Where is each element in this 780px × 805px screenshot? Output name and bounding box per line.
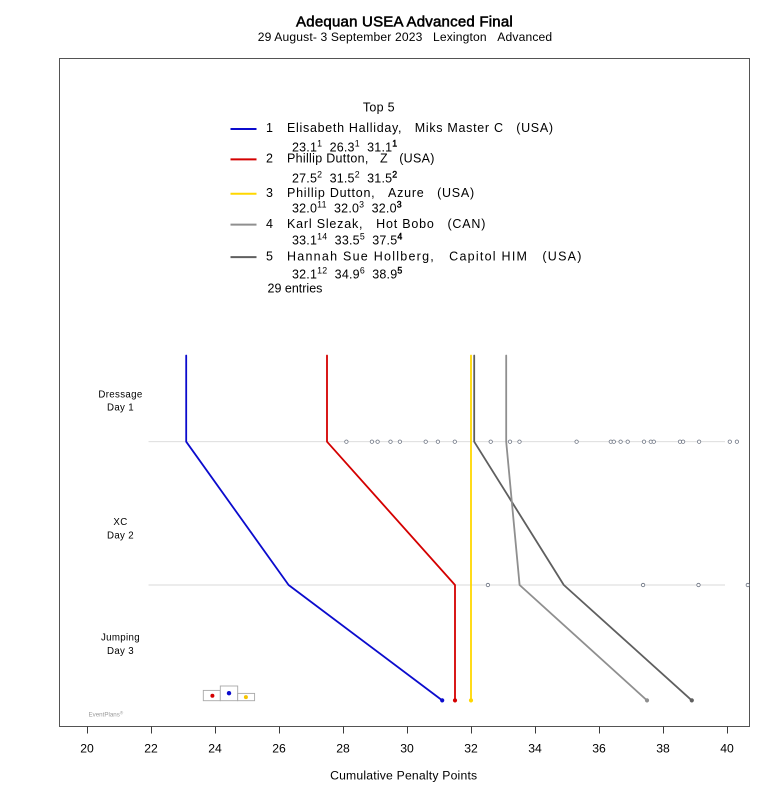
svg-text:Day 1: Day 1 bbox=[107, 402, 134, 413]
svg-text:XC: XC bbox=[113, 517, 127, 528]
svg-text:5: 5 bbox=[266, 249, 273, 263]
svg-text:30: 30 bbox=[400, 742, 414, 756]
svg-text:29 August- 3 September 2023: 29 August- 3 September 2023 Lexington Ad… bbox=[258, 30, 553, 44]
svg-text:Top 5: Top 5 bbox=[363, 100, 395, 114]
svg-text:Adequan USEA Advanced Final: Adequan USEA Advanced Final bbox=[296, 13, 513, 30]
svg-text:Jumping: Jumping bbox=[101, 632, 140, 643]
svg-text:20: 20 bbox=[80, 742, 94, 756]
svg-text:32.011 32.03 32.03: 32.011 32.03 32.03 bbox=[292, 200, 402, 216]
svg-text:28: 28 bbox=[336, 742, 350, 756]
svg-text:Elisabeth Halliday, Miks Mas: Elisabeth Halliday, Miks Master C (USA) bbox=[287, 121, 554, 135]
svg-text:EventPlans®: EventPlans® bbox=[89, 710, 124, 719]
svg-text:Karl Slezak, Hot Bobo (CAN: Karl Slezak, Hot Bobo (CAN) bbox=[287, 217, 486, 231]
svg-text:Phillip Dutton, Azure (USA: Phillip Dutton, Azure (USA) bbox=[287, 186, 475, 200]
svg-text:27.52 31.52 31.52: 27.52 31.52 31.52 bbox=[292, 169, 397, 185]
svg-text:32.112 34.96 38.95: 32.112 34.96 38.95 bbox=[292, 265, 402, 281]
svg-text:33.114 33.55 37.54: 33.114 33.55 37.54 bbox=[292, 232, 402, 248]
svg-text:Day 2: Day 2 bbox=[107, 531, 134, 542]
svg-text:26: 26 bbox=[272, 742, 286, 756]
svg-text:22: 22 bbox=[144, 742, 158, 756]
svg-text:3: 3 bbox=[266, 186, 273, 200]
svg-text:Dressage: Dressage bbox=[98, 390, 142, 401]
svg-text:40: 40 bbox=[720, 742, 734, 756]
svg-text:24: 24 bbox=[208, 742, 222, 756]
svg-text:Hannah Sue Hollberg, Capitol: Hannah Sue Hollberg, Capitol HIM (USA) bbox=[287, 249, 583, 263]
svg-text:34: 34 bbox=[528, 742, 542, 756]
svg-text:4: 4 bbox=[266, 217, 273, 231]
svg-text:1: 1 bbox=[266, 121, 273, 135]
svg-text:36: 36 bbox=[592, 742, 606, 756]
svg-text:Cumulative Penalty Points: Cumulative Penalty Points bbox=[330, 769, 477, 783]
svg-text:32: 32 bbox=[464, 742, 478, 756]
svg-text:Day 3: Day 3 bbox=[107, 646, 134, 657]
svg-text:38: 38 bbox=[656, 742, 670, 756]
svg-text:2: 2 bbox=[266, 152, 273, 166]
svg-text:23.11 26.31 31.11: 23.11 26.31 31.11 bbox=[292, 139, 397, 155]
svg-text:Phillip Dutton, Z (USA): Phillip Dutton, Z (USA) bbox=[287, 152, 435, 166]
svg-text:29 entries: 29 entries bbox=[268, 281, 323, 295]
